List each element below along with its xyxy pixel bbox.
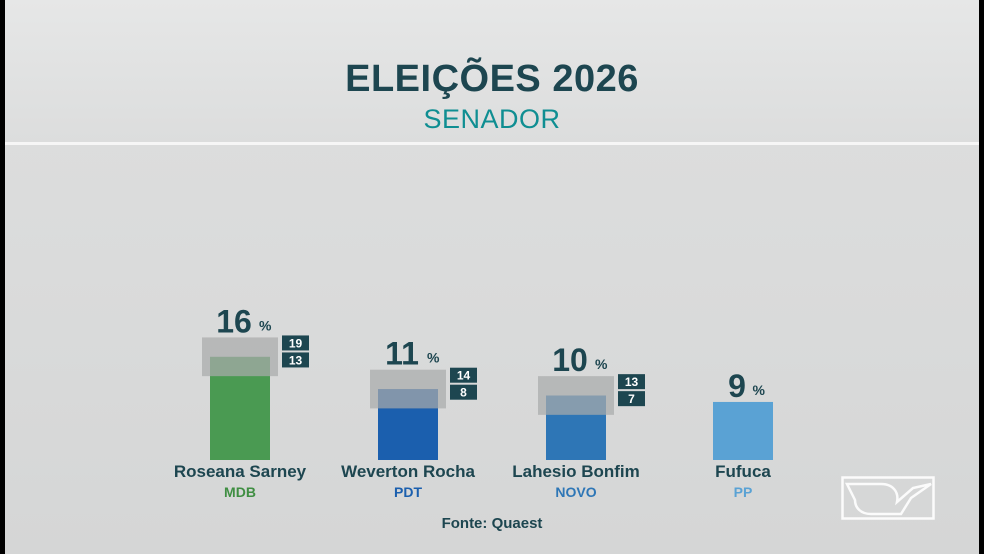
range-band xyxy=(202,337,278,377)
bar xyxy=(713,401,773,460)
broadcaster-logo xyxy=(841,476,935,520)
range-high-label: 13 xyxy=(625,375,639,389)
header-divider xyxy=(5,142,979,145)
range-low-label: 7 xyxy=(628,392,635,406)
range-high-box xyxy=(618,374,645,390)
candidate-name: Roseana Sarney xyxy=(173,462,307,481)
value-unit-label: % xyxy=(595,356,608,372)
candidate-party: PP xyxy=(733,484,753,500)
candidate-party: PDT xyxy=(394,484,422,500)
range-low-label: 13 xyxy=(289,353,303,367)
header-band xyxy=(5,0,979,142)
chart-subtitle: SENADOR xyxy=(423,104,561,134)
candidate-party: NOVO xyxy=(555,484,597,500)
range-low-label: 8 xyxy=(460,386,467,400)
range-low-box xyxy=(450,384,477,400)
range-high-label: 19 xyxy=(289,336,303,350)
range-low-box xyxy=(618,391,645,407)
range-high-box xyxy=(282,335,309,351)
value-label: 9 xyxy=(728,368,746,404)
value-unit-label: % xyxy=(753,382,766,398)
candidate-name: Fufuca xyxy=(715,462,771,481)
range-high-label: 14 xyxy=(457,369,471,383)
candidate-name: Weverton Rocha xyxy=(341,462,475,481)
source-note: Fonte: Quaest xyxy=(441,515,543,532)
value-label: 16 xyxy=(216,303,252,339)
bar-chart: 19 13 16 % 14 8 11 % 13 7 10 % 9% xyxy=(202,303,773,460)
candidate-party: MDB xyxy=(224,484,256,500)
value-unit-label: % xyxy=(427,350,440,366)
chart-title: ELEIÇÕES 2026 xyxy=(345,58,639,100)
range-band xyxy=(538,376,614,415)
range-band xyxy=(370,369,446,409)
value-label: 11 xyxy=(385,336,419,372)
range-low-box xyxy=(282,352,309,368)
candidate-name: Lahesio Bonfim xyxy=(512,462,640,481)
value-label: 10 xyxy=(552,342,588,378)
range-high-box xyxy=(450,367,477,383)
value-unit-label: % xyxy=(259,317,272,333)
graphic-frame: ELEIÇÕES 2026 SENADOR 19 13 16% 14 8 11% 13 7 10… xyxy=(5,0,979,554)
